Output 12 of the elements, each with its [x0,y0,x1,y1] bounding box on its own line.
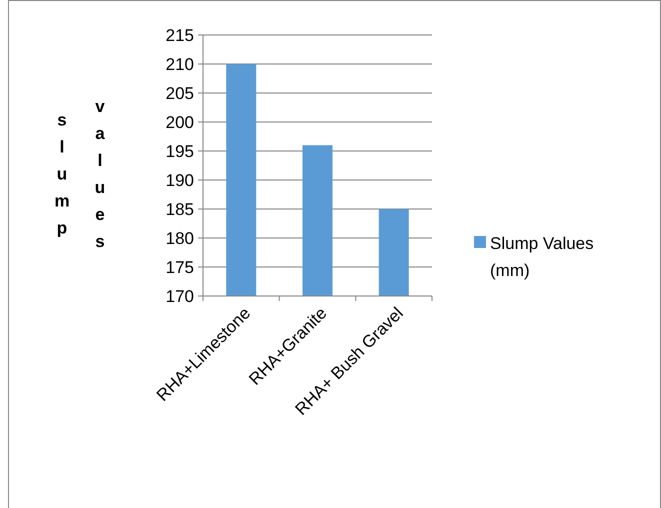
y-tick-label: 205 [166,84,194,103]
y-tick-label: 180 [166,228,194,248]
legend-label: Slump Values (mm) [490,234,594,280]
y-tick-label: 200 [166,112,194,132]
y-tick-label: 170 [166,286,194,306]
y-tick-label: 175 [166,258,194,277]
y-axis-title: slump values [52,97,110,259]
y-tick-label: 190 [166,170,194,190]
y-tick-label: 195 [166,142,194,161]
y-tick-label: 215 [166,26,194,45]
y-tick-label: 185 [166,200,194,219]
y-tick-label: 210 [166,54,194,74]
